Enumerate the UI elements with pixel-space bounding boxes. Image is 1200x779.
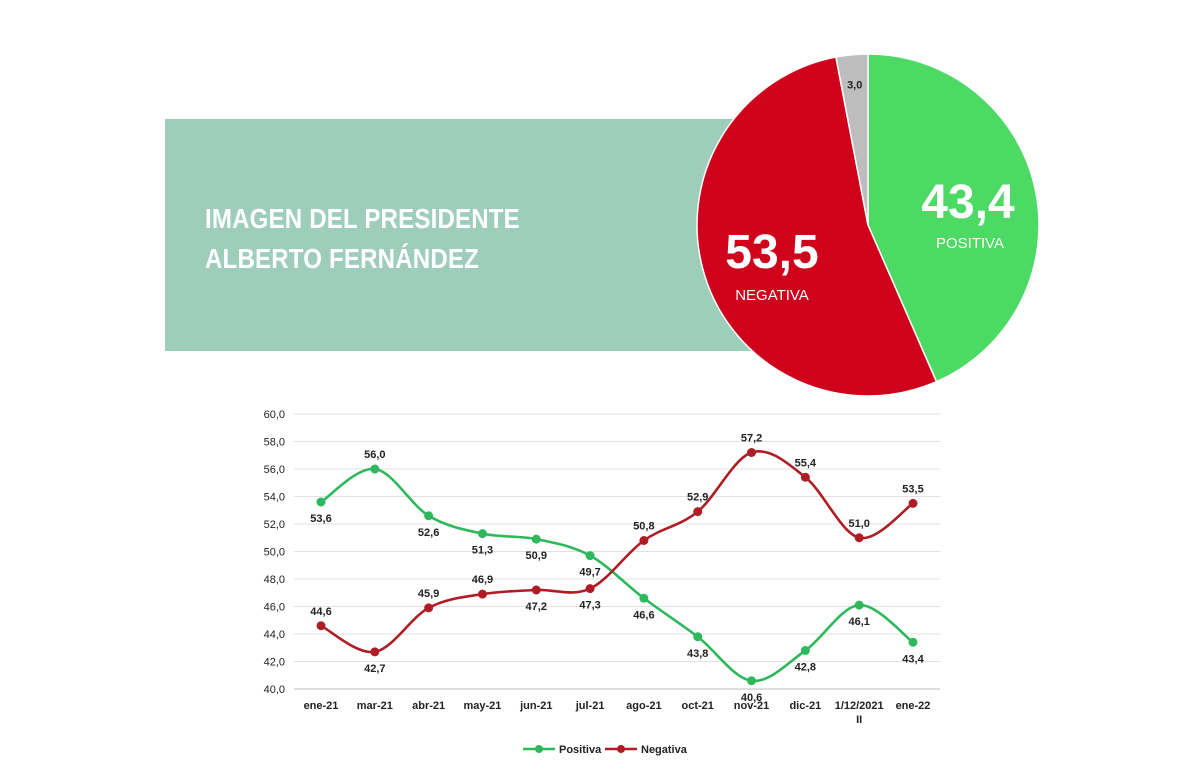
x-tick-label: nov-21 bbox=[734, 700, 769, 712]
pie-value-negative: 53,5 bbox=[725, 226, 818, 279]
y-tick-label: 48,0 bbox=[264, 574, 285, 586]
data-point-positiva bbox=[639, 593, 649, 603]
x-tick-label: dic-21 bbox=[789, 700, 821, 712]
data-point-positiva bbox=[424, 511, 434, 521]
pie-value-ns: 3,0 bbox=[847, 80, 862, 92]
pie-slice-negative bbox=[696, 56, 938, 397]
data-point-negativa bbox=[531, 585, 541, 595]
data-point-positiva bbox=[854, 600, 864, 610]
data-point-negativa bbox=[800, 472, 810, 482]
x-tick-label: ene-21 bbox=[304, 700, 339, 712]
data-label-negativa: 45,9 bbox=[418, 588, 439, 600]
y-tick-label: 46,0 bbox=[264, 602, 285, 614]
data-label-positiva: 43,4 bbox=[902, 653, 924, 665]
pie-slice-ns bbox=[835, 53, 869, 226]
x-tick-label: jun-21 bbox=[519, 700, 552, 712]
x-tick-label: ene-22 bbox=[896, 700, 931, 712]
data-label-negativa: 57,2 bbox=[741, 433, 762, 445]
title-line-2: ALBERTO FERNÁNDEZ bbox=[205, 243, 480, 274]
x-tick-label: mar-21 bbox=[357, 700, 393, 712]
data-label-positiva: 49,7 bbox=[579, 567, 600, 579]
pie-label-negative: NEGATIVA bbox=[735, 287, 809, 304]
y-tick-label: 42,0 bbox=[264, 657, 285, 669]
y-tick-label: 60,0 bbox=[264, 409, 285, 421]
data-label-positiva: 50,9 bbox=[526, 550, 547, 562]
legend-label-negativa: Negativa bbox=[641, 744, 688, 756]
y-tick-label: 50,0 bbox=[264, 547, 285, 559]
y-tick-label: 40,0 bbox=[264, 684, 285, 696]
x-tick-label: abr-21 bbox=[412, 700, 445, 712]
data-label-negativa: 51,0 bbox=[848, 518, 869, 530]
data-point-negativa bbox=[908, 498, 918, 508]
legend-label-positiva: Positiva bbox=[559, 744, 602, 756]
data-point-positiva bbox=[370, 464, 380, 474]
x-tick-sublabel: II bbox=[856, 714, 862, 726]
y-tick-label: 52,0 bbox=[264, 519, 285, 531]
data-point-negativa bbox=[639, 536, 649, 545]
data-point-negativa bbox=[424, 603, 434, 613]
data-label-positiva: 56,0 bbox=[364, 449, 385, 461]
data-point-negativa bbox=[747, 448, 757, 457]
data-label-positiva: 42,8 bbox=[795, 662, 816, 674]
pie-slice-positive bbox=[867, 53, 1040, 383]
legend-marker-positiva bbox=[535, 745, 543, 753]
pie-label-positive: POSITIVA bbox=[936, 235, 1004, 252]
data-label-negativa: 47,2 bbox=[526, 601, 547, 613]
data-label-positiva: 51,3 bbox=[472, 545, 493, 557]
x-tick-label: 1/12/2021 bbox=[835, 700, 884, 712]
series-line-positiva bbox=[320, 467, 914, 683]
page-title: IMAGEN DEL PRESIDENTE ALBERTO FERNÁNDEZ bbox=[205, 199, 520, 279]
data-point-positiva bbox=[747, 676, 757, 686]
data-point-negativa bbox=[585, 584, 595, 594]
pie-value-positive: 43,4 bbox=[921, 176, 1015, 229]
data-point-negativa bbox=[370, 647, 380, 657]
y-tick-label: 44,0 bbox=[264, 629, 285, 641]
data-point-negativa bbox=[477, 589, 487, 599]
x-tick-label: ago-21 bbox=[626, 700, 661, 712]
data-label-negativa: 47,3 bbox=[579, 600, 600, 612]
x-tick-label: jul-21 bbox=[575, 700, 605, 712]
data-point-positiva bbox=[477, 529, 487, 539]
data-point-negativa bbox=[316, 621, 326, 631]
data-label-negativa: 42,7 bbox=[364, 663, 385, 675]
series-line-negativa bbox=[320, 450, 914, 654]
title-line-1: IMAGEN DEL PRESIDENTE bbox=[205, 203, 520, 234]
data-label-positiva: 46,6 bbox=[633, 609, 654, 621]
y-tick-label: 54,0 bbox=[264, 492, 285, 504]
data-label-negativa: 55,4 bbox=[795, 457, 817, 469]
data-point-positiva bbox=[800, 646, 810, 655]
data-point-positiva bbox=[693, 632, 703, 642]
data-point-positiva bbox=[585, 551, 595, 561]
data-point-negativa bbox=[854, 533, 864, 543]
x-tick-label: oct-21 bbox=[682, 700, 714, 712]
data-label-negativa: 50,8 bbox=[633, 521, 654, 533]
data-label-negativa: 52,9 bbox=[687, 492, 708, 504]
legend-marker-negativa bbox=[617, 745, 625, 753]
data-label-positiva: 43,8 bbox=[687, 648, 708, 660]
data-label-positiva: 53,6 bbox=[310, 513, 331, 525]
data-label-negativa: 44,6 bbox=[310, 606, 331, 618]
data-label-positiva: 46,1 bbox=[848, 616, 869, 628]
y-tick-label: 58,0 bbox=[264, 437, 285, 449]
data-label-negativa: 46,9 bbox=[472, 574, 493, 586]
data-label-positiva: 52,6 bbox=[418, 527, 439, 539]
x-tick-label: may-21 bbox=[463, 700, 501, 712]
data-label-positiva: 40,6 bbox=[741, 692, 762, 704]
data-point-positiva bbox=[908, 637, 918, 647]
data-point-positiva bbox=[531, 534, 541, 544]
data-label-negativa: 53,5 bbox=[902, 483, 923, 495]
data-point-positiva bbox=[316, 497, 326, 507]
y-tick-label: 56,0 bbox=[264, 464, 285, 476]
data-point-negativa bbox=[693, 507, 703, 517]
